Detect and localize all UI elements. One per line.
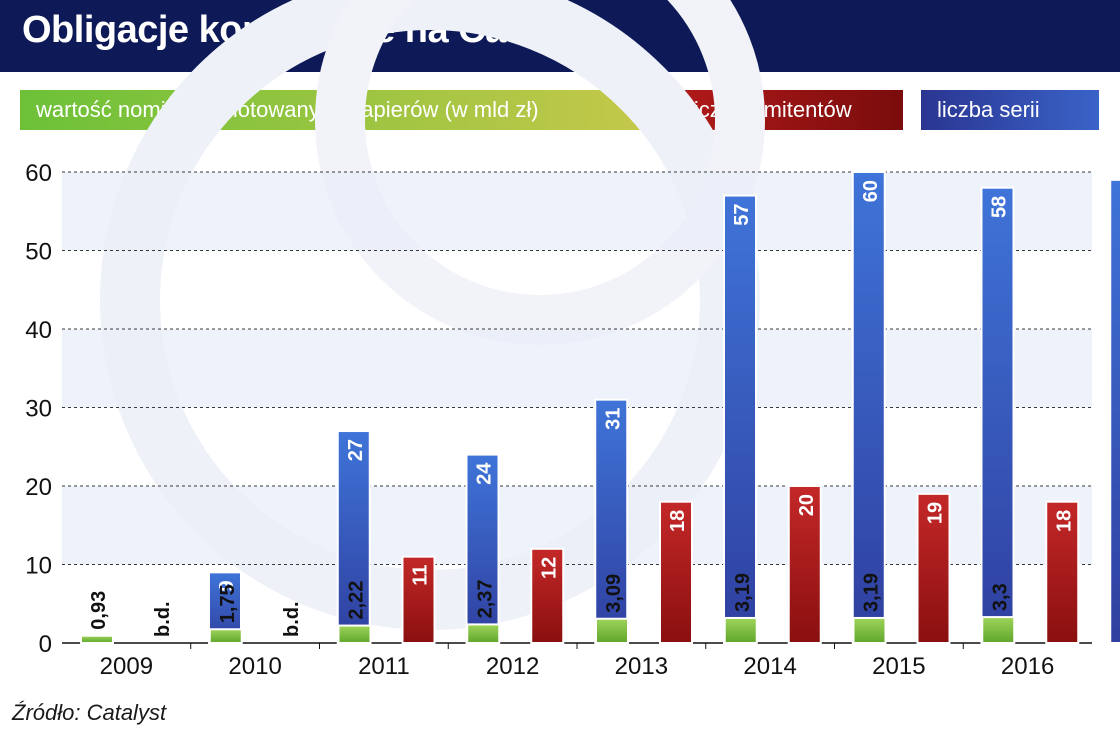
bar-issuers [1045,500,1080,645]
bar-issuers [916,492,951,644]
data-label: b.d. [281,601,303,637]
legend-item-series: liczba serii [921,90,1099,130]
x-tick-label: 2016 [1001,653,1054,680]
x-tick-label: 2009 [100,653,153,680]
data-label: 3,09 [603,574,625,613]
bar-issuers [787,485,822,644]
bar-series [851,171,886,644]
x-tick-label: 2012 [486,653,539,680]
bar-series [980,186,1015,644]
legend-item-issuers: liczba emitentów [673,90,903,130]
x-tick-label: 2011 [358,653,410,680]
bar-issuers [659,500,693,645]
bar-series [465,453,500,644]
data-label: 19 [925,502,947,524]
bar-nominal [723,616,758,644]
data-label: 1,75 [217,584,239,623]
data-label: 58 [989,196,1011,218]
bar-issuers [530,547,565,644]
data-label: 3,3 [989,583,1011,611]
data-label: 31 [602,408,624,430]
bar-series [336,430,371,644]
data-label: 11 [410,565,432,586]
grid-band [62,172,1092,251]
data-label: 9 [216,580,238,591]
data-label: 12 [538,557,560,579]
data-label: 60 [860,180,882,202]
y-tick-label: 20 [25,474,52,501]
x-tick-label: 2014 [743,653,796,680]
y-tick-label: 40 [25,317,52,344]
bar-issuers [401,555,436,645]
y-tick-label: 60 [25,160,52,187]
data-label: 59 [1117,188,1120,210]
data-label: 24 [474,462,496,485]
bar-nominal [466,623,501,645]
data-label: 18 [667,510,689,532]
y-tick-label: 0 [39,631,52,658]
y-tick-label: 50 [25,239,52,266]
data-label: 3,19 [732,573,754,612]
data-label: 20 [796,494,818,516]
bar-nominal [80,634,114,645]
data-label: 57 [731,204,753,226]
y-tick-label: 30 [25,396,52,423]
data-label: 18 [1053,510,1075,532]
x-tick-label: 2010 [228,653,281,680]
bar-nominal [208,628,243,645]
data-label: 2,22 [346,581,368,620]
bar-nominal [595,617,629,645]
grid-band [62,329,1092,408]
data-label: 3,19 [861,573,883,612]
y-tick-label: 10 [25,553,52,580]
bar-nominal [852,616,887,644]
bar-series [1109,178,1120,644]
bar-nominal [337,624,372,644]
data-label: 2,37 [474,579,496,618]
data-label: 27 [345,439,367,461]
watermark-arc [315,0,765,345]
x-tick-label: 2015 [872,653,925,680]
data-label: b.d. [152,601,174,637]
bar-series [723,194,757,645]
source-note: Źródło: Catalyst [12,700,167,725]
bar-nominal [981,616,1016,644]
x-tick-label: 2013 [615,653,668,680]
data-label: 0,93 [88,591,110,630]
